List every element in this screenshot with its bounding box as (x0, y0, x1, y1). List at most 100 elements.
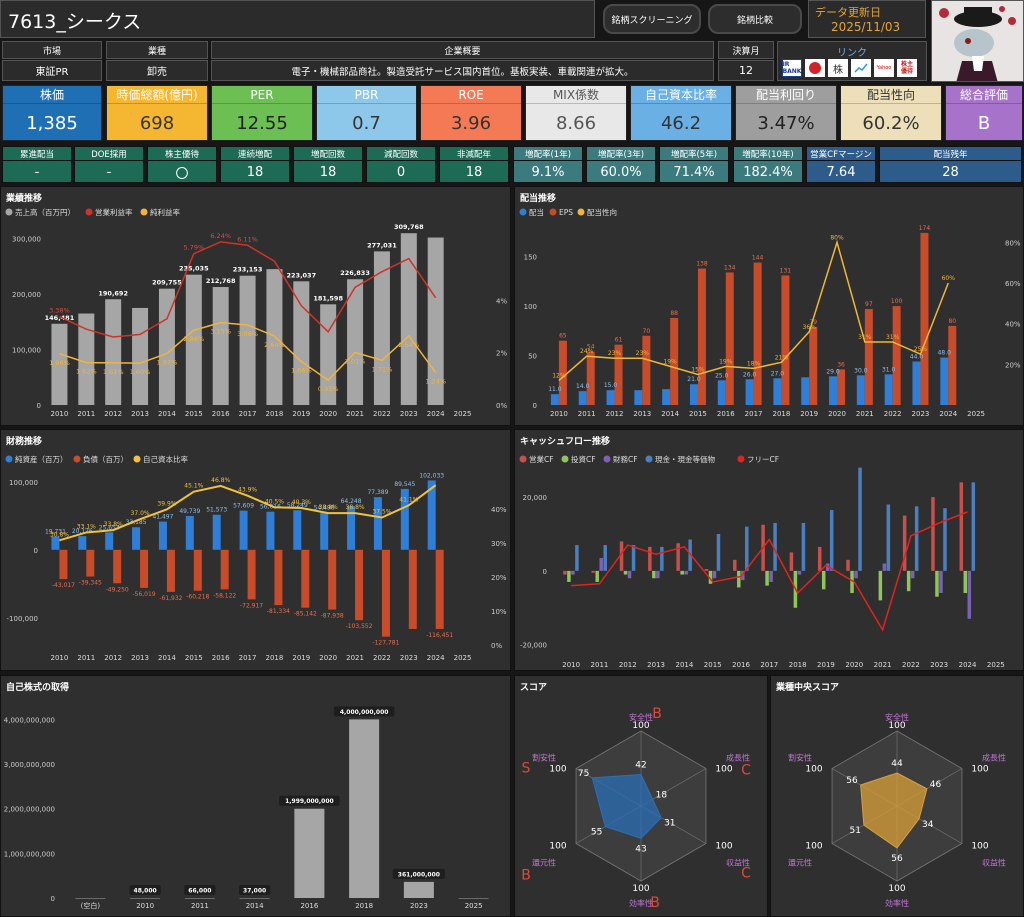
legend-label: 自己資本比率 (143, 454, 188, 464)
x-tick-label: 2025 (465, 902, 483, 910)
cash-bar (801, 522, 806, 571)
eps-data-label: 174 (919, 225, 931, 232)
doe-label: DOE採用 (75, 147, 143, 161)
industry-value: 卸売 (106, 60, 208, 81)
compare-button[interactable]: 銘柄比較 (708, 4, 802, 34)
x-tick-label: 2017 (239, 410, 257, 418)
investing-cf-bar (680, 570, 684, 575)
data-label-bg (392, 868, 445, 879)
eps-data-label: 88 (670, 310, 678, 317)
legend-marker (140, 208, 148, 216)
eps-data-label: 36 (837, 361, 845, 368)
pbr-value: 0.7 (352, 112, 381, 134)
x-tick-label: 2011 (77, 410, 95, 418)
y2-tick-label: 10% (491, 608, 507, 616)
dividend-bar (662, 389, 671, 405)
radar-value-label: 18 (656, 790, 668, 800)
x-tick-label: 2020 (319, 654, 337, 662)
investing-cf-bar (623, 570, 628, 575)
op-data-label: 5.79% (183, 244, 204, 252)
net-assets-data-label: 54,498 (314, 505, 335, 512)
financial-chart: 純資産（百万） 負債（百万） 自己資本比率 -100,000 0 100,000 0% 10%… (5, 454, 507, 662)
avatar (931, 0, 1024, 82)
net-assets-data-label: 57,609 (233, 503, 254, 510)
radar-grade-label: C (741, 866, 751, 882)
sales-bar (239, 275, 256, 405)
equity-ratio-line (59, 484, 437, 542)
equity-ratio-data-label: 41.1% (399, 496, 418, 503)
progressive-dividend-value: - (34, 164, 40, 180)
yahoo-link-icon[interactable]: Yahoo (874, 59, 894, 77)
consecutive-increase-label: 連続増配 (221, 147, 289, 161)
sales-bar (78, 313, 95, 405)
payout-data-label: 31% (858, 334, 872, 341)
x-tick-label: 2018 (266, 410, 284, 418)
x-tick-label: 2012 (104, 410, 122, 418)
liabilities-data-label: -127,781 (372, 640, 399, 647)
x-tick-label: 2015 (704, 661, 722, 669)
eps-bar (920, 232, 929, 405)
liabilities-data-label: -72,917 (240, 602, 263, 609)
financing-cf-bar (910, 570, 915, 579)
dividend-data-label: 27.0 (771, 370, 785, 377)
investing-cf-bar (595, 570, 599, 582)
irbank-link-icon[interactable]: IR BANK (782, 59, 802, 77)
radar-value-label: 56 (891, 854, 903, 864)
consecutive-increase-tile: 連続増配 18 (220, 146, 290, 183)
operating-cf-bar (704, 569, 709, 571)
radar-value-label: 75 (578, 769, 589, 779)
buyback-data-label: 1,999,000,000 (285, 798, 334, 805)
data-label-bg (333, 706, 395, 717)
update-date: 2025/11/03 (831, 20, 901, 34)
yutai-link-icon[interactable]: 株主優待 (897, 59, 917, 77)
x-tick-label: 2025 (987, 661, 1005, 669)
radar-axis-label: 成長性 (726, 753, 750, 763)
payout-ratio-tile: 配当性向 60.2% (840, 85, 942, 141)
eps-bar (614, 344, 623, 405)
liabilities-data-label: -116,451 (426, 632, 453, 639)
eps-data-label: 97 (865, 301, 873, 308)
net-assets-data-label: 51,573 (206, 507, 227, 514)
kabutan-link-icon[interactable]: kabutan (805, 59, 825, 77)
equity-ratio-data-label: 37.5% (372, 509, 391, 516)
dividend-yield-value: 3.47% (757, 112, 815, 134)
legend-label: 配当 (529, 207, 544, 217)
financing-cf-bar (712, 570, 717, 579)
net-assets-bar (239, 510, 248, 550)
eps-data-label: 80 (948, 318, 956, 325)
minkabu-link-icon[interactable]: minkabu (851, 59, 871, 77)
dividend-data-label: 25.0 (715, 372, 729, 379)
eps-data-label: 61 (615, 337, 623, 344)
per-tile: PER 12.55 (211, 85, 313, 141)
equity-ratio-data-label: 46.8% (211, 477, 230, 484)
non-decrease-years-value: 18 (465, 164, 483, 180)
y-tick-label: 100,000 (9, 479, 38, 487)
x-tick-label: 2020 (845, 661, 863, 669)
radar-value-label: 42 (635, 761, 646, 771)
score-panel: スコア 42 18 31 43 55 75 安全性 100 成長性 100 収益性 100 効率性 100… (514, 675, 768, 917)
legend-label: 純資産（百万） (15, 454, 68, 464)
dividend-years-left-value: 28 (942, 164, 959, 180)
y-tick-label: 0 (533, 402, 537, 410)
net-assets-bar (400, 488, 409, 550)
x-tick-label: 2025 (967, 410, 985, 418)
legend-marker (133, 455, 141, 463)
div-growth-5y-tile: 増配率(5年) 71.4% (659, 146, 729, 183)
liabilities-data-label: -39,345 (79, 580, 102, 587)
equity-ratio-data-label: 38.8% (346, 504, 365, 511)
cash-bar (716, 534, 721, 571)
kabu-link-icon[interactable]: 株 (828, 59, 848, 77)
legend-marker (519, 455, 527, 463)
net-assets-data-label: 49,739 (179, 508, 200, 515)
net-assets-bar (51, 536, 60, 550)
sales-bar (185, 274, 202, 405)
div-growth-1y-label: 増配率(1年) (514, 147, 582, 161)
financial-panel: 財務推移 純資産（百万） 負債（百万） 自己資本比率 -100,000 0 100,000… (0, 429, 511, 671)
screening-button[interactable]: 銘柄スクリーニング (603, 4, 701, 34)
div-growth-10y-tile: 増配率(10年) 182.4% (733, 146, 803, 183)
payout-data-label: 25% (914, 346, 928, 353)
liabilities-bar (166, 549, 175, 592)
sales-bar (293, 281, 310, 405)
opcf-margin-tile: 営業CFマージン 7.64 (806, 146, 876, 183)
update-label: データ更新日 (815, 6, 881, 19)
